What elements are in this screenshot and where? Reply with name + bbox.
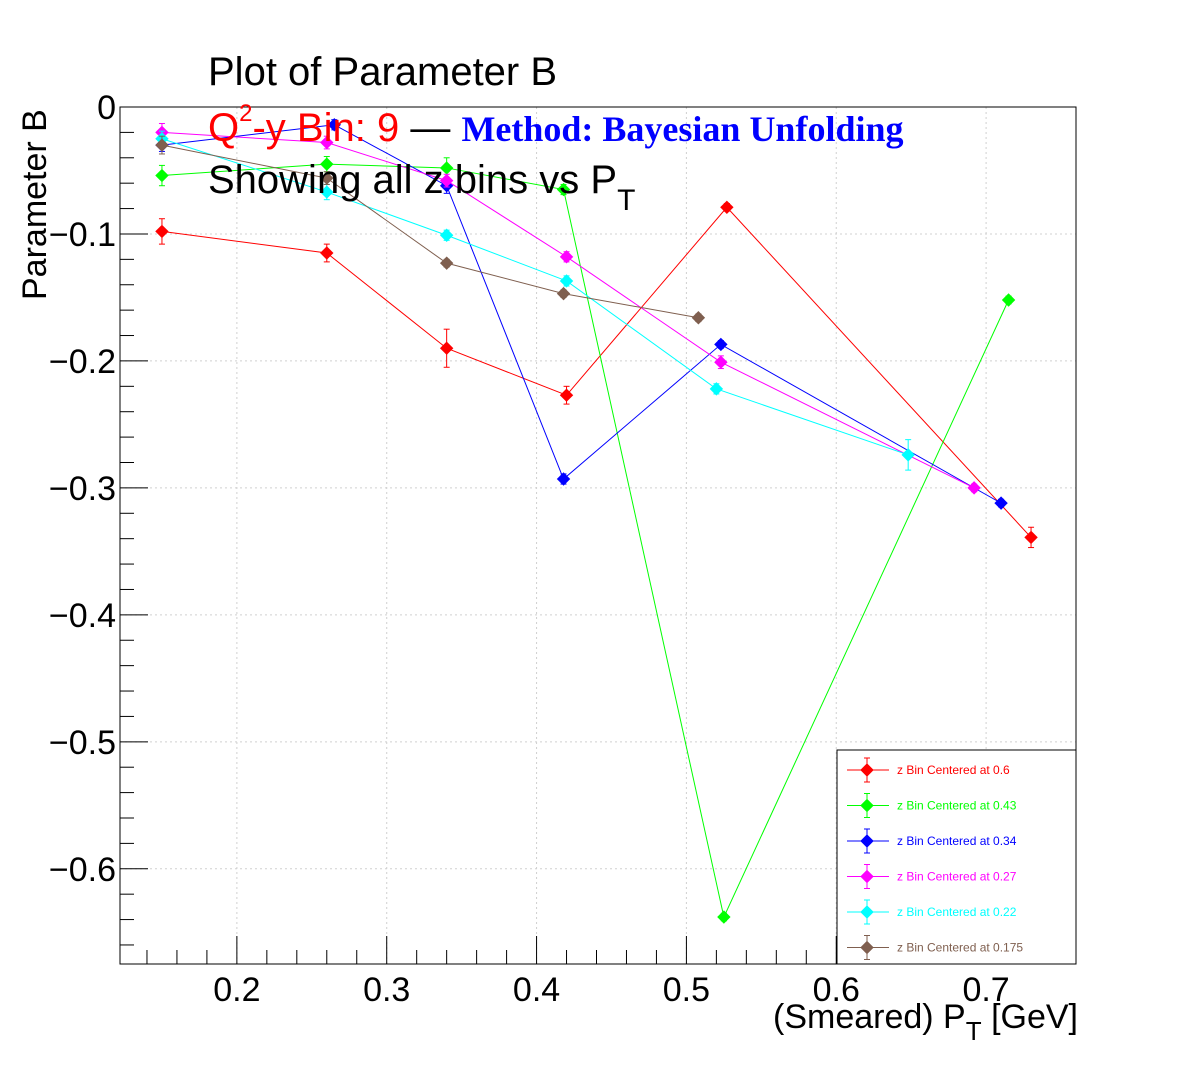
data-point [556, 182, 571, 197]
data-point [439, 341, 454, 355]
x-tick-label: 0.4 [513, 971, 560, 1009]
x-tick-label: 0.3 [363, 971, 410, 1009]
legend: z Bin Centered at 0.6 z Bin Centered at 0… [836, 749, 1077, 965]
data-point [320, 157, 334, 171]
y-tick-label: −0.3 [49, 470, 116, 508]
data-point [320, 246, 334, 260]
data-series [155, 118, 1038, 924]
data-point [860, 905, 874, 919]
data-point [1024, 530, 1038, 545]
series-line [161, 124, 1002, 504]
data-point [714, 337, 728, 352]
y-tick-label: 0 [97, 89, 116, 127]
y-tick-label: −0.5 [49, 724, 116, 762]
bin-superscript: 2 [239, 100, 253, 127]
y-axis-title: Parameter B [16, 109, 54, 300]
x-tick-label: 0.6 [813, 971, 860, 1009]
data-point [320, 171, 334, 185]
y-tick-label: −0.2 [49, 343, 116, 381]
data-point [714, 355, 728, 369]
data-point [439, 173, 454, 188]
legend-label: z Bin Centered at 0.34 [897, 834, 1017, 848]
series-line [161, 163, 1010, 919]
data-point [439, 256, 454, 270]
data-point [717, 910, 731, 924]
series-group [155, 200, 1038, 549]
data-point [155, 224, 169, 239]
data-point [559, 388, 574, 402]
x-axis-title: (Smeared) PT [GeV] [773, 998, 1078, 1044]
x-axis-title-suffix: [GeV] [981, 998, 1078, 1036]
data-point [994, 496, 1008, 510]
y-tick-label: −0.1 [49, 216, 116, 254]
legend-box [836, 749, 1077, 965]
data-point [556, 286, 571, 301]
chart-title: Plot of Parameter B [208, 50, 558, 94]
series-group [155, 156, 1016, 924]
bin-prefix: Q [208, 106, 240, 150]
data-point [860, 834, 874, 848]
x-tick-label: 0.7 [962, 971, 1009, 1009]
y-tick-label: −0.6 [49, 851, 116, 889]
series-group [155, 135, 706, 325]
x-tick-label: 0.2 [213, 971, 260, 1009]
data-point [901, 448, 915, 462]
data-point [1001, 293, 1016, 307]
x-axis-title-subscript: T [965, 1016, 982, 1046]
data-point [439, 228, 454, 242]
legend-label: z Bin Centered at 0.27 [897, 870, 1017, 884]
y-tick-label: −0.4 [49, 597, 116, 635]
series-line [161, 206, 1032, 538]
data-point [691, 311, 706, 325]
data-point [155, 138, 169, 152]
legend-label: z Bin Centered at 0.6 [897, 763, 1010, 777]
legend-label: z Bin Centered at 0.22 [897, 905, 1017, 919]
data-point [967, 481, 981, 495]
data-point [860, 798, 874, 813]
data-point [709, 382, 724, 396]
data-point [860, 940, 874, 955]
series-group [155, 123, 981, 495]
data-point [559, 250, 574, 264]
chart-bin-title: Q2-y Bin: 9 — Method: Bayesian Unfolding [208, 102, 904, 150]
legend-label: z Bin Centered at 0.43 [897, 799, 1017, 813]
series-line [161, 131, 975, 489]
method-label: Method: Bayesian Unfolding [461, 109, 904, 149]
x-axis-title-prefix: (Smeared) P [773, 998, 966, 1036]
subtitle-subscript: T [617, 184, 636, 217]
data-point [860, 869, 874, 884]
plot-frame [119, 106, 1077, 965]
title-dash: — [399, 106, 462, 150]
x-tick-label: 0.5 [663, 971, 710, 1009]
data-point [556, 472, 571, 486]
chart-subtitle: Showing all z bins vs PT [208, 158, 635, 216]
data-point [320, 185, 334, 199]
subtitle-text: Showing all z bins vs P [208, 158, 618, 202]
data-point [320, 135, 334, 150]
series-line [161, 138, 909, 456]
data-point [860, 763, 874, 777]
data-point [559, 274, 574, 288]
legend-label: z Bin Centered at 0.175 [897, 941, 1023, 955]
data-point [155, 168, 169, 183]
bin-suffix: -y Bin: 9 [252, 106, 400, 150]
data-point [720, 200, 734, 215]
data-point [327, 118, 341, 132]
